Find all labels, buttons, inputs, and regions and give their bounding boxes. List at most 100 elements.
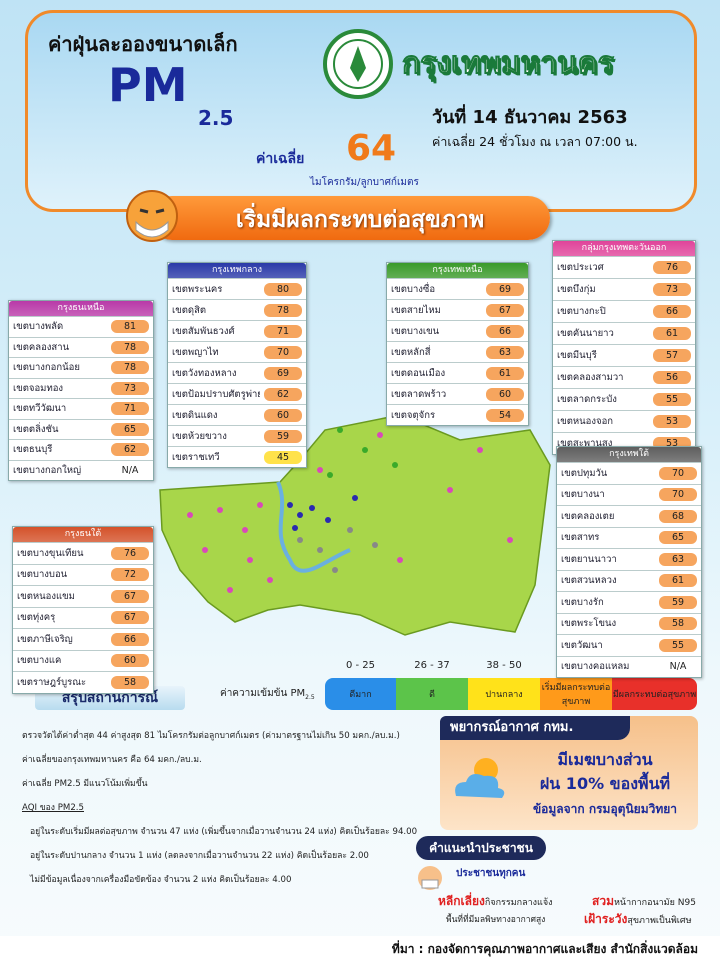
- zone-row: เขตสวนหลวง 61: [557, 569, 701, 592]
- zone-table: กรุงธนเหนือ เขตบางพลัด 81 เขตคลองสาน 78 เขตบา…: [8, 300, 154, 481]
- zone-row: เขตยานนาวา 63: [557, 548, 701, 570]
- zone-row: เขตพระโขนง 58: [557, 612, 701, 635]
- zone-row: เขตทุ่งครุ 67: [13, 606, 153, 629]
- district-name: เขตบางเขน: [391, 325, 440, 337]
- zone-row: เขตลาดพร้าว 60: [387, 383, 528, 404]
- district-name: เขตบางกอกใหญ่: [13, 464, 82, 476]
- zone-title: กรุงธนใต้: [13, 527, 153, 542]
- district-name: เขตบางกอกน้อย: [13, 362, 80, 374]
- district-name: เขตสาทร: [561, 532, 600, 544]
- advice-watch: เฝ้าระวังสุขภาพเป็นพิเศษ: [584, 910, 692, 929]
- zone-row: เขตราชเทวี 45: [168, 446, 306, 467]
- zone-row: เขตดินแดง 60: [168, 404, 306, 425]
- district-value: 54: [486, 408, 524, 422]
- zone-row: เขตหนองจอก 53: [553, 410, 695, 432]
- district-name: เขตยานนาวา: [561, 553, 617, 565]
- zone-row: เขตบางคอแหลม N/A: [557, 655, 701, 678]
- aqi-title: AQI ของ PM2.5: [22, 803, 84, 813]
- weather-icon: [455, 758, 505, 798]
- zone-row: เขตหนองแขม 67: [13, 585, 153, 607]
- zone-table: กรุงเทพใต้ เขตปทุมวัน 70 เขตบางนา 70 เขตคลองเ…: [556, 446, 702, 678]
- aqi-item: อยู่ในระดับปานกลาง จำนวน 1 แห่ง (ลดลงจาก…: [30, 851, 369, 861]
- district-name: เขตประเวศ: [557, 262, 604, 273]
- district-value: 61: [653, 327, 691, 340]
- weather-line1: มีเมฆบางส่วน: [557, 750, 653, 769]
- weather-title: พยากรณ์อากาศ กทม.: [440, 716, 630, 740]
- district-value: N/A: [121, 464, 139, 476]
- district-value: 57: [653, 349, 691, 362]
- district-value: 60: [264, 408, 302, 422]
- zone-row: เขตธนบุรี 62: [9, 439, 153, 460]
- district-name: เขตวัฒนา: [561, 639, 603, 651]
- district-name: เขตหลักสี่: [391, 346, 431, 358]
- district-value: 70: [264, 345, 302, 359]
- district-name: เขตราษฎร์บูรณะ: [17, 676, 87, 688]
- district-name: เขตป้อมปราบศัตรูพ่าย: [172, 388, 260, 400]
- zone-row: เขตวังทองหลาง 69: [168, 362, 306, 383]
- district-name: เขตห้วยขวาง: [172, 430, 227, 442]
- org-name: กรุงเทพมหานคร: [402, 46, 615, 82]
- district-value: 65: [659, 531, 697, 545]
- district-name: เขตบางกะปิ: [557, 306, 606, 317]
- legend-range: 26 - 37: [414, 660, 450, 671]
- banner-text: เริ่มมีผลกระทบต่อสุขภาพ: [235, 207, 485, 233]
- weather-source: ข้อมูลจาก กรมอุตุนิยมวิทยา: [532, 802, 678, 816]
- district-value: 56: [653, 371, 691, 384]
- district-value: 62: [111, 443, 149, 457]
- zone-row: เขตบางนา 70: [557, 483, 701, 506]
- district-value: 58: [659, 617, 697, 631]
- avg-unit: ไมโครกรัม/ลูกบาศก์เมตร: [310, 177, 419, 188]
- district-value: 67: [486, 303, 524, 317]
- zone-row: เขตบางรัก 59: [557, 591, 701, 613]
- legend-level: ปานกลาง: [468, 678, 540, 710]
- zone-row: เขตบางแค 60: [13, 649, 153, 672]
- person-icon: [418, 866, 442, 890]
- advice-avoid-text: กิจกรรมกลางแจ้ง: [484, 898, 553, 908]
- district-value: 61: [486, 366, 524, 380]
- district-name: เขตบางแค: [17, 655, 62, 667]
- district-name: เขตคันนายาว: [557, 328, 614, 339]
- district-value: 55: [659, 638, 697, 652]
- district-name: เขตมีนบุรี: [557, 350, 597, 361]
- district-name: เขตภาษีเจริญ: [17, 633, 73, 645]
- district-name: เขตทุ่งครุ: [17, 612, 56, 624]
- district-value: 78: [264, 303, 302, 317]
- advice-group: ประชาชนทุกคน: [456, 868, 526, 879]
- district-value: 78: [111, 361, 149, 375]
- district-value: 80: [264, 282, 302, 296]
- district-name: เขตบางขุนเทียน: [17, 547, 84, 559]
- zone-row: เขตปทุมวัน 70: [557, 462, 701, 484]
- advice-wear-text: หน้ากากอนามัย N95: [613, 898, 696, 908]
- aqi-item: อยู่ในระดับเริ่มมีผลต่อสุขภาพ จำนวน 47 แ…: [30, 827, 418, 837]
- district-value: 78: [111, 340, 149, 354]
- zone-row: เขตบางบอน 72: [13, 563, 153, 586]
- district-value: 55: [653, 393, 691, 406]
- zone-title: กรุงเทพกลาง: [168, 263, 306, 278]
- district-value: 71: [111, 402, 149, 416]
- district-name: เขตดินแดง: [172, 409, 218, 421]
- zone-row: เขตบางพลัด 81: [9, 316, 153, 337]
- district-value: 76: [111, 546, 149, 560]
- zone-row: เขตห้วยขวาง 59: [168, 425, 306, 446]
- summary-item: ค่าเฉลี่ยของกรุงเทพมหานคร คือ 64 มคก./ลบ…: [22, 755, 202, 765]
- district-name: เขตจอมทอง: [13, 382, 64, 394]
- advice-avoid-key: หลีกเลี่ยง: [438, 894, 485, 908]
- weather-line2: ฝน 10% ของพื้นที่: [539, 774, 671, 793]
- summary-item: ตรวจวัดได้ค่าต่ำสุด 44 ค่าสูงสุด 81 ไมโค…: [22, 731, 400, 741]
- district-name: เขตหนองจอก: [557, 416, 614, 427]
- zone-title: กรุงเทพใต้: [557, 447, 701, 462]
- district-name: เขตคลองสามวา: [557, 372, 624, 383]
- district-name: เขตบางรัก: [561, 596, 604, 608]
- legend-level: มีผลกระทบต่อสุขภาพ: [612, 678, 697, 710]
- district-name: เขตบางนา: [561, 489, 605, 501]
- legend-label-text: ค่าความเข้มข้น PM: [220, 688, 306, 699]
- legend-range: 0 - 25: [345, 660, 376, 671]
- district-value: 63: [486, 345, 524, 359]
- district-value: 63: [659, 552, 697, 566]
- zone-row: เขตบางกอกใหญ่ N/A: [9, 459, 153, 481]
- time-note: ค่าเฉลี่ย 24 ชั่วโมง ณ เวลา 07:00 น.: [432, 134, 638, 149]
- zone-title: กรุงเทพเหนือ: [387, 263, 528, 278]
- district-value: 59: [264, 429, 302, 443]
- zone-row: เขตทวีวัฒนา 71: [9, 398, 153, 419]
